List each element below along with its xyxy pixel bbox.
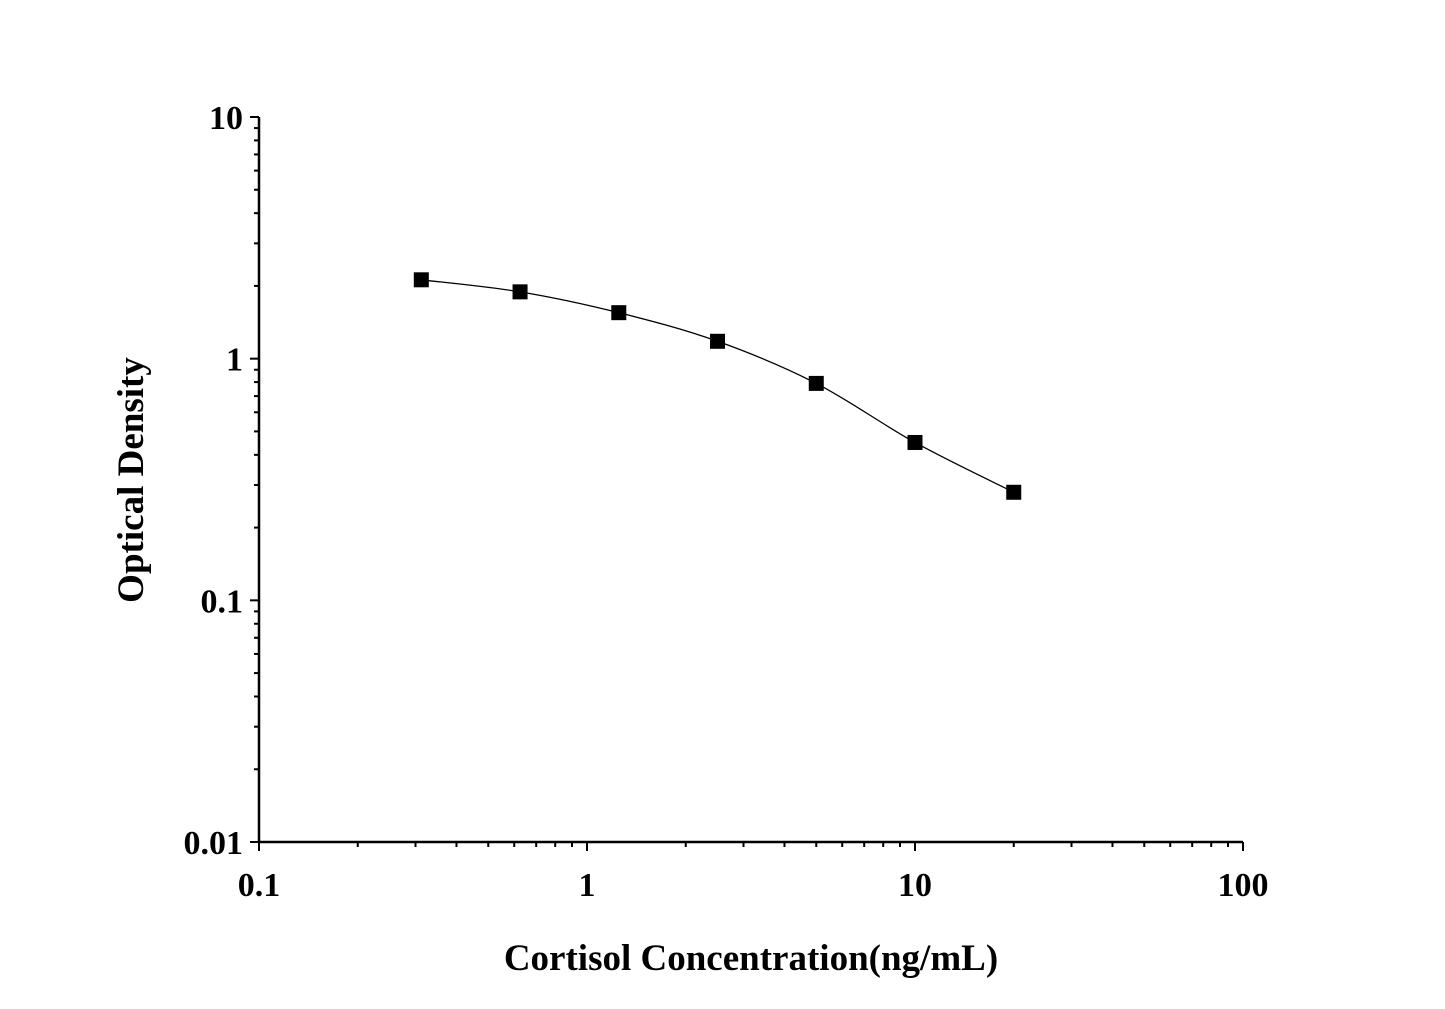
axes: 0.1 1 10 100 0.01 0.1 1 10 [184, 100, 1269, 904]
x-tick-label: 1 [579, 867, 596, 904]
data-point [611, 305, 627, 321]
y-tick-label: 0.01 [184, 825, 244, 862]
y-tick-label: 1 [226, 342, 243, 379]
data-point [1006, 484, 1022, 500]
data-point [907, 434, 923, 450]
data-points [413, 272, 1022, 500]
y-tick-label: 0.1 [201, 583, 244, 620]
x-tick-label: 0.1 [238, 867, 281, 904]
fit-curve [421, 279, 1015, 493]
x-tick-label: 10 [898, 867, 932, 904]
y-tick-label: 10 [209, 100, 243, 137]
y-axis-label: Optical Density [111, 357, 152, 603]
data-point [413, 272, 429, 288]
x-axis-label: Cortisol Concentration(ng/mL) [504, 938, 998, 979]
data-point [512, 284, 528, 300]
data-point [808, 375, 824, 391]
x-tick-label: 100 [1218, 867, 1269, 904]
data-point [710, 333, 726, 349]
